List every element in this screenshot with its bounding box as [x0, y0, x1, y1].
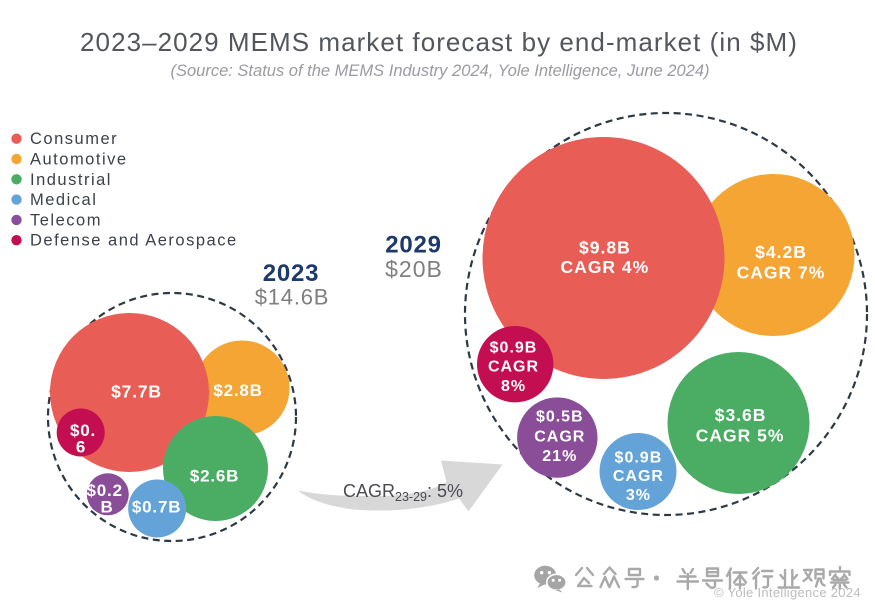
svg-text:$14.6B: $14.6B [255, 285, 330, 310]
svg-text:$4.2B: $4.2B [755, 242, 807, 262]
svg-text:$0.2: $0.2 [87, 481, 123, 500]
svg-text:Medical: Medical [30, 191, 97, 209]
svg-text:CAGR: CAGR [534, 429, 585, 446]
svg-text:$2.6B: $2.6B [190, 467, 239, 486]
svg-text:$0.: $0. [70, 421, 96, 440]
svg-text:$20B: $20B [385, 256, 443, 282]
svg-text:$2.8B: $2.8B [213, 381, 262, 400]
svg-text:3%: 3% [626, 487, 651, 504]
svg-text:CAGR23-29: 5%: CAGR23-29: 5% [343, 481, 463, 504]
svg-text:$0.9B: $0.9B [615, 449, 663, 466]
svg-text:$7.7B: $7.7B [111, 382, 162, 402]
svg-text:8%: 8% [501, 378, 526, 395]
svg-text:21%: 21% [542, 448, 577, 465]
svg-text:Telecom: Telecom [30, 211, 102, 229]
svg-text:2023: 2023 [263, 260, 320, 287]
svg-text:Automotive: Automotive [30, 151, 128, 169]
svg-text:Consumer: Consumer [30, 130, 118, 148]
svg-text:$0.9B: $0.9B [490, 339, 538, 356]
svg-text:© Yole Intelligence 2024: © Yole Intelligence 2024 [714, 585, 861, 600]
svg-text:CAGR: CAGR [613, 468, 664, 485]
svg-text:2023–2029 MEMS market forecast: 2023–2029 MEMS market forecast by end-ma… [80, 27, 798, 57]
svg-text:Defense and Aerospace: Defense and Aerospace [30, 232, 238, 250]
svg-text:CAGR 7%: CAGR 7% [737, 263, 826, 283]
svg-text:CAGR 5%: CAGR 5% [696, 426, 785, 446]
svg-text:B: B [100, 498, 113, 517]
svg-text:6: 6 [76, 437, 86, 456]
svg-text:(Source: Status of the MEMS In: (Source: Status of the MEMS Industry 202… [170, 62, 709, 80]
svg-text:Industrial: Industrial [30, 171, 112, 189]
svg-text:$9.8B: $9.8B [579, 238, 631, 258]
svg-text:$0.5B: $0.5B [536, 409, 584, 426]
svg-text:CAGR 4%: CAGR 4% [561, 257, 650, 277]
svg-text:$0.7B: $0.7B [132, 498, 181, 517]
svg-text:2029: 2029 [385, 232, 442, 259]
svg-text:$3.6B: $3.6B [715, 405, 767, 425]
svg-text:CAGR: CAGR [488, 359, 539, 376]
